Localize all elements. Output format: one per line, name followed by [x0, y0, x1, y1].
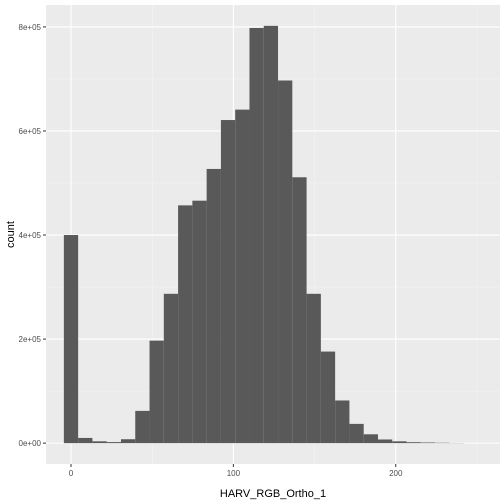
histogram-bar [263, 25, 279, 444]
histogram-bar [320, 351, 336, 444]
histogram-bar [392, 441, 407, 444]
histogram-bar [278, 80, 293, 444]
histogram-bar [306, 293, 321, 444]
y-tick-label: 8e+05 [19, 23, 42, 32]
histogram-bar [192, 200, 207, 444]
histogram-bar [206, 168, 221, 444]
histogram-bar [335, 400, 350, 444]
histogram-bar [220, 120, 236, 444]
histogram-bar [78, 437, 93, 444]
y-tick-label: 6e+05 [19, 127, 42, 136]
histogram-bar [235, 109, 250, 444]
histogram-bar [363, 434, 378, 444]
x-axis: 0 100 200 [69, 464, 403, 478]
x-tick-label: 200 [389, 469, 403, 478]
histogram-bar [92, 441, 107, 444]
histogram-bar [406, 442, 421, 444]
histogram-bar [149, 340, 164, 444]
y-tick-label: 0e+00 [19, 439, 42, 448]
histogram-bar [120, 439, 136, 444]
histogram-bar [163, 293, 179, 444]
x-tick-label: 100 [227, 469, 241, 478]
histogram-bar [420, 442, 436, 444]
histogram-bar [292, 177, 307, 444]
histogram-bar [178, 205, 193, 444]
histogram-bar [349, 423, 364, 444]
y-axis-title: count [5, 221, 17, 248]
x-axis-title: HARV_RGB_Ortho_1 [220, 488, 326, 500]
histogram-bar [63, 235, 79, 444]
y-tick-label: 4e+05 [19, 231, 42, 240]
bars [63, 25, 464, 444]
x-tick-label: 0 [69, 469, 74, 478]
histogram-bar [377, 439, 393, 444]
histogram-bar [106, 442, 121, 444]
y-tick-label: 2e+05 [19, 335, 42, 344]
y-axis: 0e+00 2e+05 4e+05 6e+05 8e+05 [19, 23, 46, 448]
histogram-bar [249, 27, 264, 444]
histogram-bar [135, 410, 150, 444]
